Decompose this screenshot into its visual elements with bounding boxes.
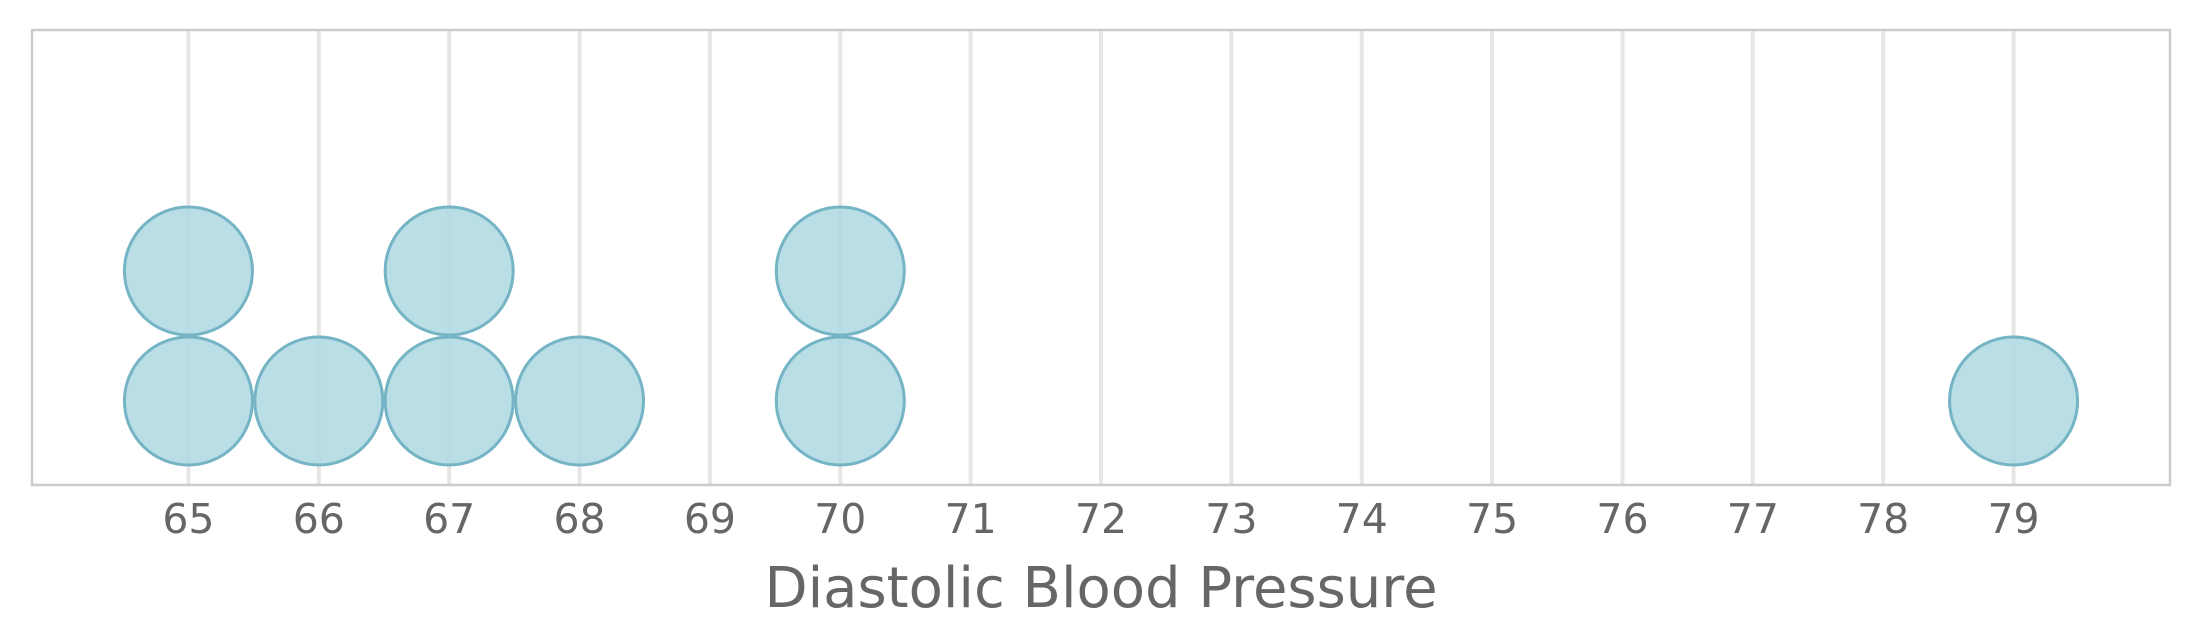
data-point-67-2 <box>383 205 515 337</box>
x-tick-labels: 65 66 67 68 69 70 71 72 73 74 75 76 77 78 79 <box>162 495 2039 543</box>
data-point-65-2 <box>122 205 254 337</box>
x-tick-label-69: 69 <box>684 495 736 543</box>
data-point-67-1 <box>383 335 515 467</box>
data-point-68-1 <box>514 335 646 467</box>
x-tick-label-70: 70 <box>814 495 866 543</box>
x-tick-label-75: 75 <box>1466 495 1518 543</box>
x-tick-label-78: 78 <box>1857 495 1909 543</box>
x-tick-label-71: 71 <box>945 495 997 543</box>
x-tick-label-77: 77 <box>1727 495 1779 543</box>
data-point-65-1 <box>122 335 254 467</box>
x-tick-label-73: 73 <box>1205 495 1257 543</box>
data-point-66-1 <box>253 335 385 467</box>
data-points <box>122 205 2080 467</box>
data-point-70-1 <box>774 335 906 467</box>
x-tick-label-68: 68 <box>553 495 605 543</box>
x-tick-label-67: 67 <box>423 495 475 543</box>
x-tick-label-74: 74 <box>1336 495 1388 543</box>
x-tick-label-76: 76 <box>1596 495 1648 543</box>
x-tick-label-72: 72 <box>1075 495 1127 543</box>
x-axis-label: Diastolic Blood Pressure <box>764 556 1437 621</box>
data-point-79-1 <box>1948 335 2080 467</box>
x-tick-label-66: 66 <box>293 495 345 543</box>
x-tick-label-79: 79 <box>1987 495 2039 543</box>
plot-frame <box>30 28 2172 487</box>
x-tick-label-65: 65 <box>162 495 214 543</box>
data-point-70-2 <box>774 205 906 337</box>
